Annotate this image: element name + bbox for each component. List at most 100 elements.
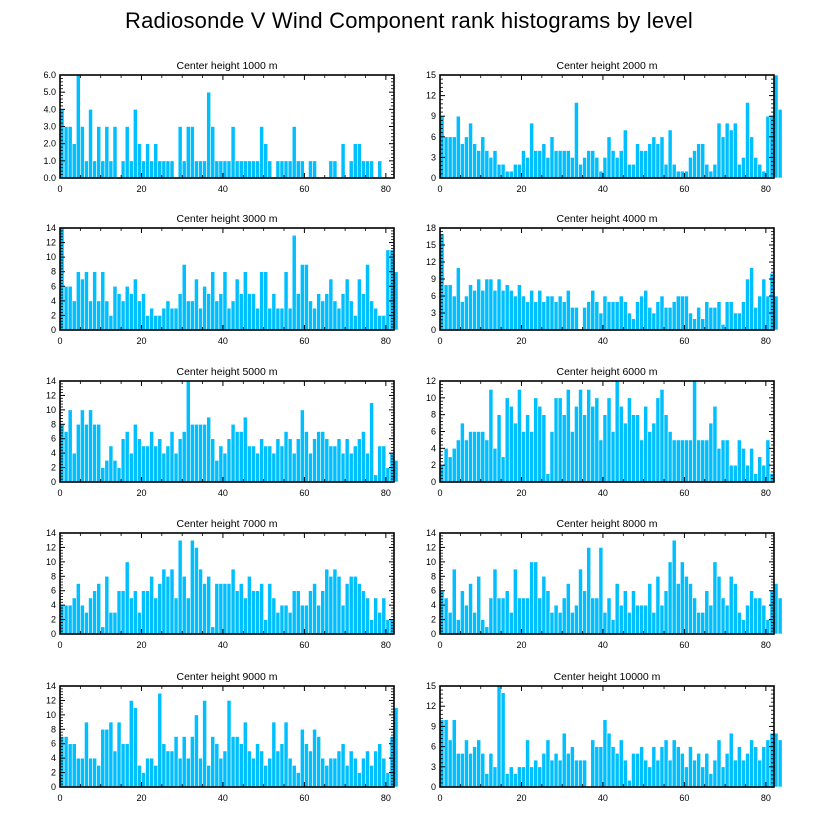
histogram-bar (602, 612, 608, 635)
y-tick-label: 12 (46, 238, 56, 248)
histogram-bar (181, 575, 187, 635)
histogram-bar (377, 160, 383, 179)
histogram-bar (622, 590, 628, 635)
histogram-bar (137, 765, 142, 788)
histogram-bar (590, 405, 596, 483)
x-tick-label: 0 (57, 640, 62, 650)
histogram-bar (133, 423, 138, 483)
histogram-bar (737, 439, 742, 483)
histogram-bar (618, 739, 624, 788)
histogram-bar (553, 604, 559, 635)
histogram-bar (492, 568, 498, 635)
histogram-bar (344, 583, 350, 635)
histogram-bar (667, 431, 673, 483)
y-tick-label: 9 (431, 274, 436, 284)
y-tick-label: 4 (51, 600, 56, 610)
histogram-bar (100, 160, 106, 179)
histogram-bar (238, 743, 244, 788)
histogram-bar (663, 307, 669, 331)
histogram-bar (651, 612, 657, 635)
histogram-bar (553, 150, 559, 179)
histogram-bar (586, 150, 592, 179)
y-tick-label: 0 (431, 782, 436, 792)
histogram-bar (153, 765, 159, 788)
histogram-bar (308, 452, 313, 483)
histogram-bar (300, 160, 305, 179)
histogram-bar (75, 74, 81, 179)
histogram-bar (671, 539, 677, 635)
histogram-bar (75, 757, 81, 788)
histogram-bar (472, 290, 477, 331)
histogram-bar (369, 402, 374, 483)
histogram-bar (316, 604, 321, 635)
histogram-bar (385, 619, 391, 635)
histogram-bar (108, 315, 114, 331)
histogram-bar (141, 772, 146, 788)
y-tick-label: 8 (51, 724, 56, 734)
histogram-bar (259, 750, 264, 788)
histogram-bar (675, 583, 681, 635)
histogram-bar (464, 295, 469, 331)
histogram-bar (700, 318, 706, 331)
histogram-bar (594, 597, 600, 635)
histogram-bar (533, 561, 539, 635)
histogram-bar (80, 278, 85, 331)
histogram-bar (533, 150, 539, 179)
histogram-bar (704, 439, 710, 483)
x-tick-label: 0 (57, 184, 62, 194)
histogram-bar (128, 160, 134, 179)
plot-frame (439, 532, 775, 635)
histogram-bar (696, 307, 701, 331)
histogram-bar (149, 575, 154, 635)
histogram-bar (133, 707, 138, 788)
histogram-bar (300, 728, 305, 788)
y-tick-label: 0 (431, 325, 436, 335)
histogram-bar (712, 561, 718, 635)
panel-5: Center height 5000 m 0 2 4 6 8 10 12 14 0 20 40 60 80 (46, 366, 399, 498)
histogram-bar (545, 157, 551, 179)
histogram-bar (728, 732, 734, 788)
histogram-bar (443, 284, 449, 331)
histogram-bar (295, 590, 301, 635)
histogram-bar (561, 732, 567, 788)
y-tick-label: 9 (431, 111, 436, 121)
histogram-bar (671, 163, 677, 179)
x-tick-label: 20 (136, 640, 146, 650)
histogram-bar (496, 685, 502, 788)
histogram-bar (377, 743, 383, 788)
histogram-bar (521, 295, 526, 331)
histogram-bar (169, 160, 175, 179)
histogram-bar (287, 612, 293, 635)
histogram-bar (242, 271, 248, 331)
histogram-bar (340, 143, 346, 179)
histogram-bar (455, 753, 461, 788)
panel-10: Center height 10000 m 0 3 6 9 12 15 0 20 40 60 80 (426, 671, 783, 803)
histogram-bar (157, 160, 163, 179)
histogram-bar (517, 163, 522, 179)
histogram-bar (537, 290, 543, 331)
histogram-bar (537, 597, 543, 635)
histogram-bar (112, 285, 118, 331)
panel-title: Center height 2000 m (557, 60, 658, 72)
y-tick-label: 10 (46, 557, 56, 567)
histogram-bar (67, 743, 73, 788)
histogram-bar (618, 150, 624, 179)
histogram-bar (496, 597, 502, 635)
panel-title: Center height 10000 m (554, 671, 661, 683)
histogram-bar (259, 126, 264, 179)
histogram-bar (557, 759, 563, 788)
histogram-bar (659, 389, 665, 483)
histogram-bar (594, 157, 600, 179)
histogram-bar (173, 452, 179, 483)
histogram-bar (198, 757, 203, 788)
histogram-bar (484, 773, 490, 788)
histogram-bar (153, 315, 159, 331)
histogram-bar (263, 271, 269, 331)
histogram-bar (71, 597, 77, 635)
histogram-bar (508, 766, 514, 788)
histogram-bar (210, 126, 216, 179)
histogram-bar (513, 773, 518, 788)
histogram-bar (708, 307, 714, 331)
histogram-bar (667, 759, 673, 788)
x-tick-label: 60 (679, 793, 689, 803)
